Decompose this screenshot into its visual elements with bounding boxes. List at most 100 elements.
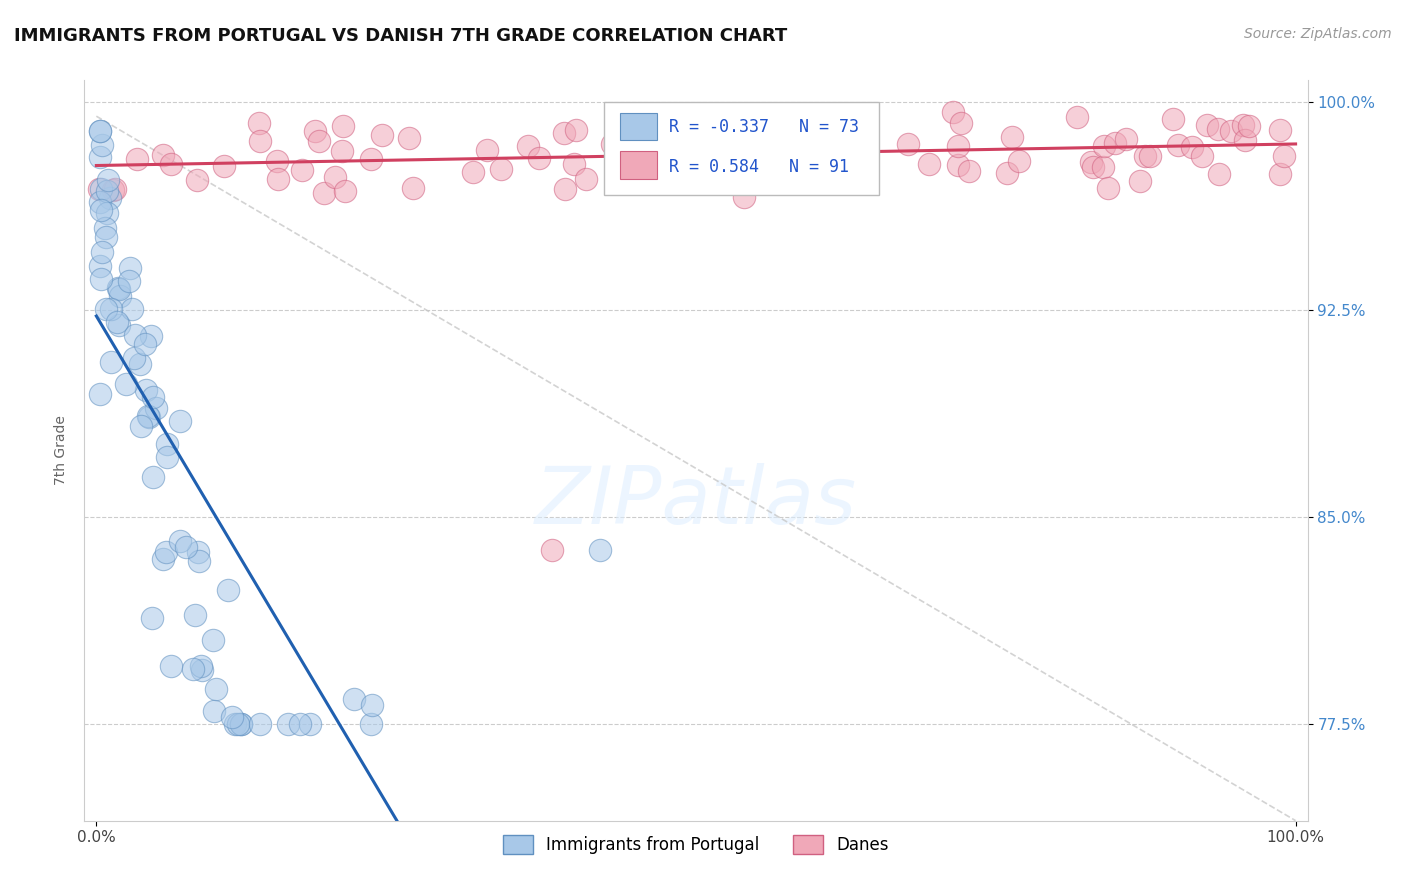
Point: [187, 545, 209, 559]
Point: [333, 184, 356, 198]
Point: [754, 145, 776, 159]
Legend: Immigrants from Portugal, Danes: Immigrants from Portugal, Danes: [496, 828, 896, 861]
Point: [360, 717, 382, 731]
Point: [475, 143, 498, 157]
Point: [361, 698, 384, 712]
Point: [94, 302, 117, 317]
Point: [229, 717, 252, 731]
Point: [402, 181, 425, 195]
Point: [1115, 132, 1137, 146]
Point: [108, 289, 131, 303]
Point: [125, 152, 148, 166]
Point: [89, 259, 111, 273]
Point: [957, 163, 980, 178]
Point: [288, 717, 311, 731]
Point: [90, 182, 112, 196]
Point: [942, 105, 965, 120]
Point: [155, 545, 177, 559]
Point: [190, 663, 212, 677]
Point: [202, 704, 225, 718]
Point: [721, 128, 744, 142]
Point: [228, 717, 250, 731]
Point: [124, 327, 146, 342]
Point: [205, 682, 228, 697]
Point: [221, 710, 243, 724]
Point: [135, 383, 157, 397]
Point: [1163, 112, 1185, 127]
Point: [224, 717, 246, 731]
Point: [686, 173, 709, 187]
Point: [461, 165, 484, 179]
Point: [100, 355, 122, 369]
Point: [575, 171, 598, 186]
Point: [277, 717, 299, 731]
Point: [201, 633, 224, 648]
Point: [1268, 167, 1291, 181]
Point: [917, 157, 939, 171]
Point: [704, 142, 727, 156]
Point: [96, 206, 118, 220]
Point: [489, 162, 512, 177]
Point: [619, 158, 641, 172]
Bar: [620, 152, 657, 178]
Point: [212, 160, 235, 174]
Bar: [620, 113, 657, 140]
Point: [1139, 149, 1161, 163]
Point: [1234, 133, 1257, 147]
Point: [107, 281, 129, 295]
Point: [730, 122, 752, 136]
Point: [100, 302, 122, 317]
Point: [946, 158, 969, 172]
Point: [142, 390, 165, 404]
Point: [136, 409, 159, 423]
Point: [343, 692, 366, 706]
Point: [661, 123, 683, 137]
Point: [946, 138, 969, 153]
Point: [107, 315, 129, 329]
Point: [93, 221, 115, 235]
Point: [332, 119, 354, 133]
Point: [1081, 160, 1104, 174]
Point: [1097, 181, 1119, 195]
Point: [96, 184, 118, 198]
Point: [187, 554, 209, 568]
Point: [371, 128, 394, 142]
Text: R = 0.584   N = 91: R = 0.584 N = 91: [669, 159, 849, 177]
Point: [398, 131, 420, 145]
Point: [124, 351, 146, 366]
Point: [823, 156, 845, 170]
Point: [89, 123, 111, 137]
Point: [1268, 123, 1291, 137]
Point: [1208, 167, 1230, 181]
Point: [266, 154, 288, 169]
Point: [766, 136, 789, 151]
Point: [138, 410, 160, 425]
Point: [217, 583, 239, 598]
Point: [820, 109, 842, 123]
Point: [541, 542, 564, 557]
Point: [553, 126, 575, 140]
Point: [91, 137, 114, 152]
Point: [323, 170, 346, 185]
Point: [174, 540, 197, 554]
Point: [1091, 160, 1114, 174]
Text: Source: ZipAtlas.com: Source: ZipAtlas.com: [1244, 27, 1392, 41]
Point: [169, 533, 191, 548]
Point: [1092, 139, 1115, 153]
Point: [600, 136, 623, 151]
Point: [1135, 149, 1157, 163]
Point: [554, 182, 576, 196]
FancyBboxPatch shape: [605, 103, 880, 195]
Point: [94, 229, 117, 244]
Point: [676, 129, 699, 144]
Point: [87, 182, 110, 196]
Text: IMMIGRANTS FROM PORTUGAL VS DANISH 7TH GRADE CORRELATION CHART: IMMIGRANTS FROM PORTUGAL VS DANISH 7TH G…: [14, 27, 787, 45]
Point: [156, 437, 179, 451]
Point: [247, 116, 270, 130]
Point: [793, 157, 815, 171]
Point: [89, 387, 111, 401]
Point: [298, 717, 321, 731]
Point: [517, 139, 540, 153]
Point: [249, 717, 271, 731]
Point: [1080, 154, 1102, 169]
